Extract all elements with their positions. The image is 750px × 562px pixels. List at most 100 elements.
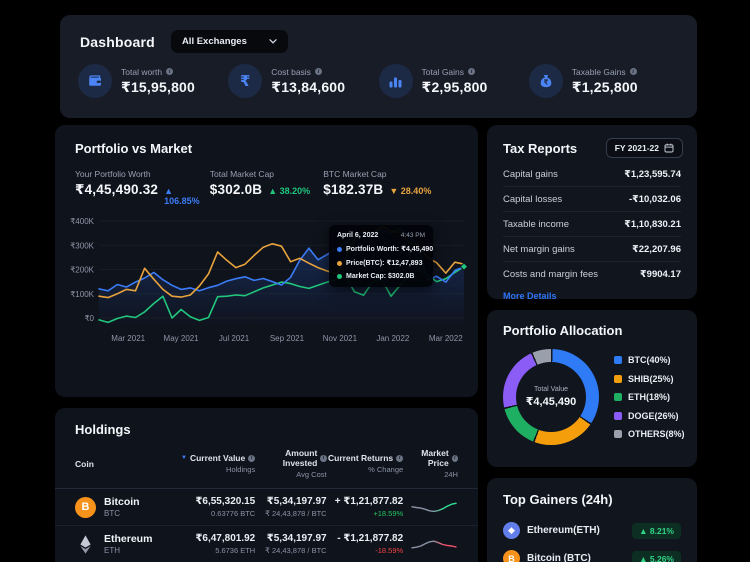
money-bag-icon: ₹ bbox=[540, 75, 552, 88]
market-stat-total-market-cap: Total Market Cap $302.0B ▲ 38.20% bbox=[210, 169, 323, 206]
holdings-table-body: B Bitcoin BTC ₹6,55,320.15 0.63776 BTC ₹5,… bbox=[55, 489, 478, 562]
bitcoin-icon: B bbox=[75, 496, 96, 518]
price-sparkline bbox=[403, 498, 458, 517]
holdings-card: Holdings Coin ▼ Current Value i Holdings … bbox=[55, 408, 478, 562]
tax-row-costs-and-margin-fees: Costs and margin fees ₹9904.17 bbox=[503, 269, 681, 280]
column-header-amount-invested[interactable]: Amount Invested i Avg Cost bbox=[282, 448, 327, 479]
stat-value: ₹2,95,800 bbox=[421, 78, 488, 95]
tax-reports-card: Tax Reports FY 2021-22 Capital gains ₹1,… bbox=[487, 125, 697, 301]
svg-text:Jul 2021: Jul 2021 bbox=[219, 334, 250, 343]
svg-text:₹400K: ₹400K bbox=[70, 217, 94, 226]
legend-swatch-icon bbox=[614, 411, 622, 420]
market-stat-value: ₹4,45,490.32 bbox=[75, 182, 159, 197]
holdings-amount: 0.63776 BTC bbox=[211, 509, 256, 518]
legend-item-btc-40: BTC(40%) bbox=[614, 355, 685, 365]
tax-row-taxable-income: Taxable income ₹1,10,830.21 bbox=[503, 212, 681, 237]
rupee-icon: ₹ bbox=[240, 73, 251, 90]
exchange-selector-label: All Exchanges bbox=[181, 36, 247, 47]
top-gainers-title: Top Gainers (24h) bbox=[503, 492, 613, 507]
tooltip-date: April 6, 2022 bbox=[337, 232, 379, 239]
sort-desc-icon[interactable]: ▼ bbox=[181, 455, 187, 461]
stat-label: Total worth i bbox=[121, 67, 195, 77]
stat-label: Cost basis i bbox=[271, 67, 345, 77]
top-gainers-rows: ◆ Ethereum(ETH) ▲ 8.21% B Bitcoin (BTC) … bbox=[487, 507, 697, 562]
legend-item-others-8: OTHERS(8%) bbox=[614, 429, 685, 439]
portfolio-vs-market-stats: Your Portfolio Worth ₹4,45,490.32 ▲ 106.… bbox=[55, 156, 478, 206]
percent-change: +18.59% bbox=[373, 509, 404, 518]
more-details-link[interactable]: More Details bbox=[503, 291, 557, 301]
series-dot-icon bbox=[337, 246, 342, 252]
portfolio-allocation-card: Portfolio Allocation Total Value ₹4,45,4… bbox=[487, 310, 697, 467]
market-stat-change: ▲ 38.20% bbox=[268, 186, 311, 196]
holdings-row-bitcoin[interactable]: B Bitcoin BTC ₹6,55,320.15 0.63776 BTC ₹5,… bbox=[55, 489, 478, 526]
column-header-current-value[interactable]: ▼ Current Value i Holdings bbox=[181, 453, 256, 474]
svg-text:Jan 2022: Jan 2022 bbox=[376, 334, 409, 343]
legend-swatch-icon bbox=[614, 374, 622, 383]
column-header-current-returns[interactable]: Current Returns i % Change bbox=[327, 453, 404, 474]
allocation-legend: BTC(40%) SHIB(25%) ETH(18%) DOGE(26%) OT… bbox=[614, 355, 685, 439]
current-returns: + ₹1,21,877.82 bbox=[334, 496, 404, 507]
market-stat-your-portfolio-worth: Your Portfolio Worth ₹4,45,490.32 ▲ 106.… bbox=[75, 169, 210, 206]
header-stats: Total worth i ₹15,95,800 ₹ Cost basis i … bbox=[60, 53, 697, 98]
percent-change: -18.59% bbox=[375, 546, 404, 555]
current-returns: - ₹1,21,877.82 bbox=[337, 533, 404, 544]
tooltip-row: Portfolio Worth: ₹4,45,490 bbox=[337, 245, 433, 253]
legend-swatch-icon bbox=[614, 430, 622, 438]
holdings-row-ethereum[interactable]: Ethereum ETH ₹6,47,801.92 5.6736 ETH ₹5,34… bbox=[55, 526, 478, 562]
info-icon[interactable]: i bbox=[468, 68, 476, 75]
bitcoin-icon: B bbox=[503, 550, 520, 562]
market-stat-value: $302.0B bbox=[209, 182, 263, 197]
holdings-title: Holdings bbox=[75, 422, 131, 437]
info-icon[interactable]: i bbox=[320, 454, 327, 462]
legend-item-shib-25: SHIB(25%) bbox=[614, 374, 685, 384]
exchange-selector[interactable]: All Exchanges bbox=[170, 30, 288, 53]
info-icon[interactable]: i bbox=[629, 68, 637, 75]
svg-text:₹0: ₹0 bbox=[84, 314, 94, 323]
donut-center-value: ₹4,45,490 bbox=[525, 396, 577, 408]
gain-badge: ▲ 5.26% bbox=[632, 550, 681, 562]
market-stat-btc-market-cap: BTC Market Cap $182.37B ▼ 28.40% bbox=[323, 169, 458, 206]
info-icon[interactable]: i bbox=[451, 454, 458, 462]
svg-text:Mar 2022: Mar 2022 bbox=[429, 334, 463, 343]
info-icon[interactable]: i bbox=[314, 68, 322, 75]
column-header-market-price[interactable]: Market Price i 24H bbox=[421, 448, 458, 479]
legend-swatch-icon bbox=[614, 393, 622, 401]
avg-cost: ₹ 24,43,878 / BTC bbox=[265, 546, 327, 555]
svg-text:₹300K: ₹300K bbox=[70, 241, 94, 250]
amount-invested: ₹5,34,197.97 bbox=[266, 533, 327, 544]
tax-row-capital-losses: Capital losses -₹10,032.06 bbox=[503, 187, 681, 212]
market-stat-value: $182.37B bbox=[323, 182, 384, 197]
tooltip-time: 4:43 PM bbox=[400, 232, 425, 239]
svg-text:Mar 2021: Mar 2021 bbox=[111, 334, 145, 343]
allocation-donut-chart: Total Value ₹4,45,490 bbox=[503, 349, 599, 445]
market-stat-change: ▲ 106.85% bbox=[164, 186, 200, 206]
donut-center: Total Value ₹4,45,490 bbox=[516, 362, 586, 432]
svg-text:May 2021: May 2021 bbox=[164, 334, 200, 343]
page-title: Dashboard bbox=[80, 33, 155, 50]
stat-value: ₹13,84,600 bbox=[271, 78, 346, 95]
info-icon[interactable]: i bbox=[166, 68, 174, 75]
header-card: Dashboard All Exchanges Total worth i ₹1… bbox=[60, 15, 697, 118]
stat-label: Taxable Gains i bbox=[572, 67, 638, 77]
current-value: ₹6,55,320.15 bbox=[195, 496, 256, 507]
fiscal-year-selector[interactable]: FY 2021-22 bbox=[605, 138, 683, 158]
current-value: ₹6,47,801.92 bbox=[195, 533, 256, 544]
ethereum-icon: ◆ bbox=[503, 522, 520, 539]
gainer-row-ethereum-eth[interactable]: ◆ Ethereum(ETH) ▲ 8.21% bbox=[503, 522, 681, 539]
info-icon[interactable]: i bbox=[396, 454, 404, 462]
market-stat-change: ▼ 28.40% bbox=[389, 186, 432, 196]
legend-item-eth-18: ETH(18%) bbox=[614, 392, 685, 402]
svg-text:Nov 2021: Nov 2021 bbox=[323, 334, 358, 343]
legend-swatch-icon bbox=[614, 356, 622, 364]
stat-card-total-worth: Total worth i ₹15,95,800 bbox=[78, 64, 228, 98]
info-icon[interactable]: i bbox=[248, 454, 256, 462]
stat-value: ₹1,25,800 bbox=[571, 78, 638, 95]
gainer-row-bitcoin-btc[interactable]: B Bitcoin (BTC) ▲ 5.26% bbox=[503, 550, 681, 562]
hover-point-marker bbox=[459, 262, 469, 271]
series-dot-icon bbox=[337, 274, 342, 279]
svg-text:₹200K: ₹200K bbox=[70, 266, 94, 275]
portfolio-allocation-title: Portfolio Allocation bbox=[503, 323, 623, 338]
portfolio-vs-market-title: Portfolio vs Market bbox=[75, 141, 193, 156]
legend-item-doge-26: DOGE(26%) bbox=[614, 411, 685, 421]
